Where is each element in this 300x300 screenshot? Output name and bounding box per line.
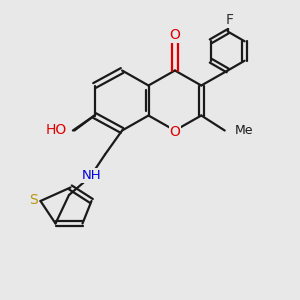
Text: Me: Me	[235, 124, 254, 137]
Text: NH: NH	[82, 169, 101, 182]
Text: O: O	[169, 125, 180, 139]
Text: O: O	[169, 28, 180, 42]
Text: S: S	[29, 193, 38, 206]
Text: F: F	[225, 13, 233, 27]
Text: HO: HO	[46, 124, 67, 137]
